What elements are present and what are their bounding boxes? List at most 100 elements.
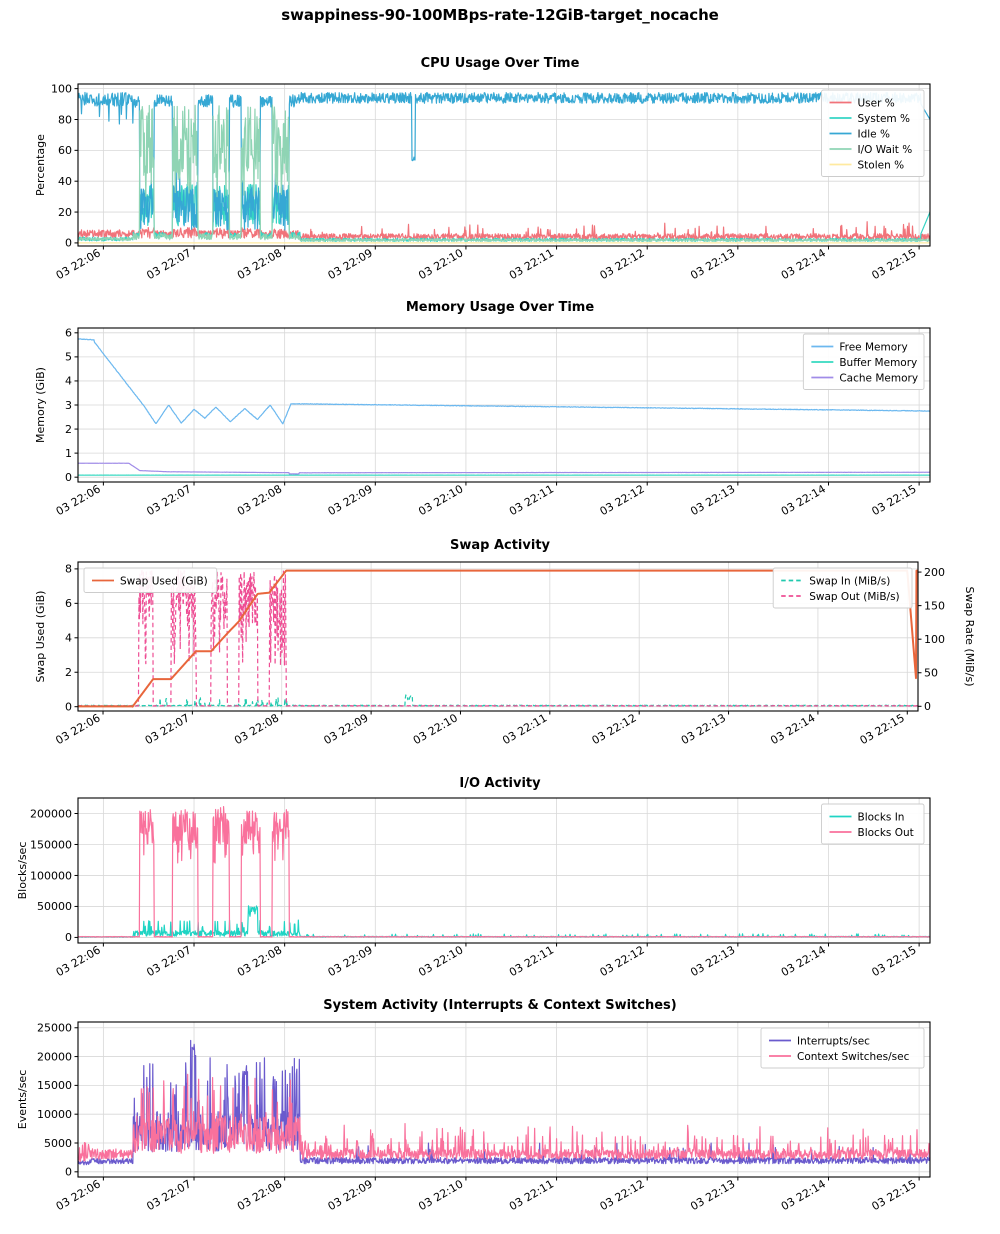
x-tick-label: 03 22:12 [598, 482, 647, 518]
series-line-i-o-wait [77, 104, 931, 242]
y-axis-label: Swap Used (GiB) [34, 591, 47, 683]
y2-tick-label: 50 [924, 667, 938, 680]
y-tick-label: 0 [65, 1166, 72, 1179]
y-tick-label: 6 [65, 327, 72, 340]
chart-cpu: 0 20 40 60 80 100 03 22:06 03 22:07 03 22:08 03 2… [34, 82, 931, 282]
chart-io: 0 50000 100000 150000 200000 03 22:06 03 22:07… [16, 797, 931, 979]
x-tick-label: 03 22:07 [144, 246, 193, 282]
panel-swap-activity: Swap Activity 0 2 4 6 8 0 50 100 150 200 Swap Rate … [0, 538, 1000, 776]
y-tick-label: 200000 [30, 807, 72, 820]
plot-frame [77, 561, 919, 712]
y-tick-label: 1 [65, 447, 72, 460]
panel-cpu-usage: CPU Usage Over Time 0 20 40 60 80 100 03 22:06 0… [0, 56, 1000, 300]
plot-frame [77, 797, 931, 944]
series-group [77, 91, 931, 244]
series-line-swap-in-mib-s [77, 694, 919, 707]
legend-label: Free Memory [839, 341, 907, 353]
plot-frame [77, 83, 931, 247]
y-tick-label: 8 [65, 563, 72, 576]
y-tick-label: 0 [65, 931, 72, 944]
x-tick-label: 03 22:09 [326, 943, 375, 979]
x-tick-label: 03 22:14 [779, 1177, 828, 1213]
chart-title-swap: Swap Activity [449, 538, 551, 553]
legend-label: I/O Wait % [858, 144, 913, 156]
x-tick-label: 03 22:07 [144, 482, 193, 518]
y-tick-label: 4 [65, 375, 72, 388]
y-tick-label: 0 [65, 237, 72, 250]
x-tick-label: 03 22:06 [54, 943, 103, 979]
y-axis-label: Events/sec [16, 1070, 29, 1130]
chart-title-cpu: CPU Usage Over Time [420, 56, 580, 71]
y-tick-label: 3 [65, 399, 72, 412]
x-tick-label: 03 22:11 [507, 246, 556, 282]
x-tick-label: 03 22:15 [858, 711, 907, 747]
legend-label: User % [858, 97, 895, 109]
y2-tick-label: 200 [924, 566, 945, 579]
series-line-free-memory [77, 338, 931, 425]
y-axis-label: Memory (GiB) [34, 367, 47, 443]
y-tick-label: 10000 [37, 1108, 72, 1121]
chart-memory: 0 1 2 3 4 5 6 03 22:06 03 22:07 03 22:08 03 22:09 0… [34, 327, 931, 518]
y-tick-label: 5000 [44, 1137, 72, 1150]
series-line-blocks-out [77, 806, 931, 938]
y-tick-label: 40 [58, 175, 72, 188]
legend-label: Swap Used (GiB) [120, 575, 208, 587]
x-tick-label: 03 22:15 [870, 943, 919, 979]
x-tick-label: 03 22:13 [688, 943, 737, 979]
x-tick-label: 03 22:10 [411, 711, 460, 747]
y-tick-label: 20 [58, 206, 72, 219]
y-tick-label: 50000 [37, 900, 72, 913]
panel-memory-usage: Memory Usage Over Time 0 1 2 3 4 5 6 03 22:06 03 … [0, 300, 1000, 538]
x-tick-label: 03 22:07 [143, 711, 192, 747]
x-tick-label: 03 22:10 [416, 482, 465, 518]
y-tick-label: 15000 [37, 1079, 72, 1092]
legend-label: Interrupts/sec [797, 1035, 870, 1047]
x-tick-label: 03 22:09 [326, 246, 375, 282]
series-line-context-switches-sec [77, 1073, 931, 1163]
legend-label: Buffer Memory [839, 357, 917, 369]
legend-label: System % [858, 113, 910, 125]
x-tick-label: 03 22:15 [870, 1177, 919, 1213]
series-line-idle [77, 91, 931, 231]
series-group [77, 338, 931, 476]
chart-title-io: I/O Activity [459, 776, 541, 791]
x-tick-label: 03 22:06 [54, 246, 103, 282]
chart-swap: 0 2 4 6 8 0 50 100 150 200 Swap Rate (MiB/s) 03 22:… [34, 561, 976, 747]
y2-tick-label: 100 [924, 633, 945, 646]
x-tick-label: 03 22:09 [321, 711, 370, 747]
x-tick-label: 03 22:09 [326, 482, 375, 518]
x-tick-label: 03 22:12 [590, 711, 639, 747]
x-tick-label: 03 22:07 [144, 943, 193, 979]
x-tick-label: 03 22:12 [598, 1177, 647, 1213]
x-tick-label: 03 22:08 [235, 1177, 284, 1213]
series-line-interrupts-sec [77, 1039, 931, 1166]
y-tick-label: 0 [65, 471, 72, 484]
chart-legend: Interrupts/sec Context Switches/sec [760, 1027, 925, 1069]
series-group [77, 806, 931, 938]
legend-label: Swap In (MiB/s) [809, 575, 890, 587]
series-group [77, 1039, 931, 1166]
plot-frame [77, 1021, 931, 1178]
x-tick-label: 03 22:08 [235, 482, 284, 518]
y-tick-label: 80 [58, 113, 72, 126]
chart-system: 0 5000 10000 15000 20000 25000 03 22:06 03 22:0… [16, 1021, 931, 1213]
x-tick-label: 03 22:11 [507, 482, 556, 518]
y-tick-label: 0 [65, 700, 72, 713]
x-tick-label: 03 22:10 [416, 943, 465, 979]
legend-label: Context Switches/sec [797, 1051, 910, 1063]
x-tick-label: 03 22:15 [870, 246, 919, 282]
legend-label: Swap Out (MiB/s) [809, 591, 899, 603]
legend-label: Blocks In [858, 811, 905, 823]
chart-legend: User % System % Idle % I/O Wait % Stolen % [821, 89, 925, 177]
y-axis-label: Blocks/sec [16, 842, 29, 900]
x-tick-label: 03 22:10 [416, 246, 465, 282]
x-tick-label: 03 22:12 [598, 246, 647, 282]
chart-title-memory: Memory Usage Over Time [405, 300, 595, 315]
x-tick-label: 03 22:07 [144, 1177, 193, 1213]
y2-axis-label: Swap Rate (MiB/s) [963, 586, 976, 686]
x-tick-label: 03 22:15 [870, 482, 919, 518]
y-tick-label: 150000 [30, 838, 72, 851]
x-tick-label: 03 22:06 [54, 1177, 103, 1213]
x-tick-label: 03 22:06 [53, 711, 102, 747]
